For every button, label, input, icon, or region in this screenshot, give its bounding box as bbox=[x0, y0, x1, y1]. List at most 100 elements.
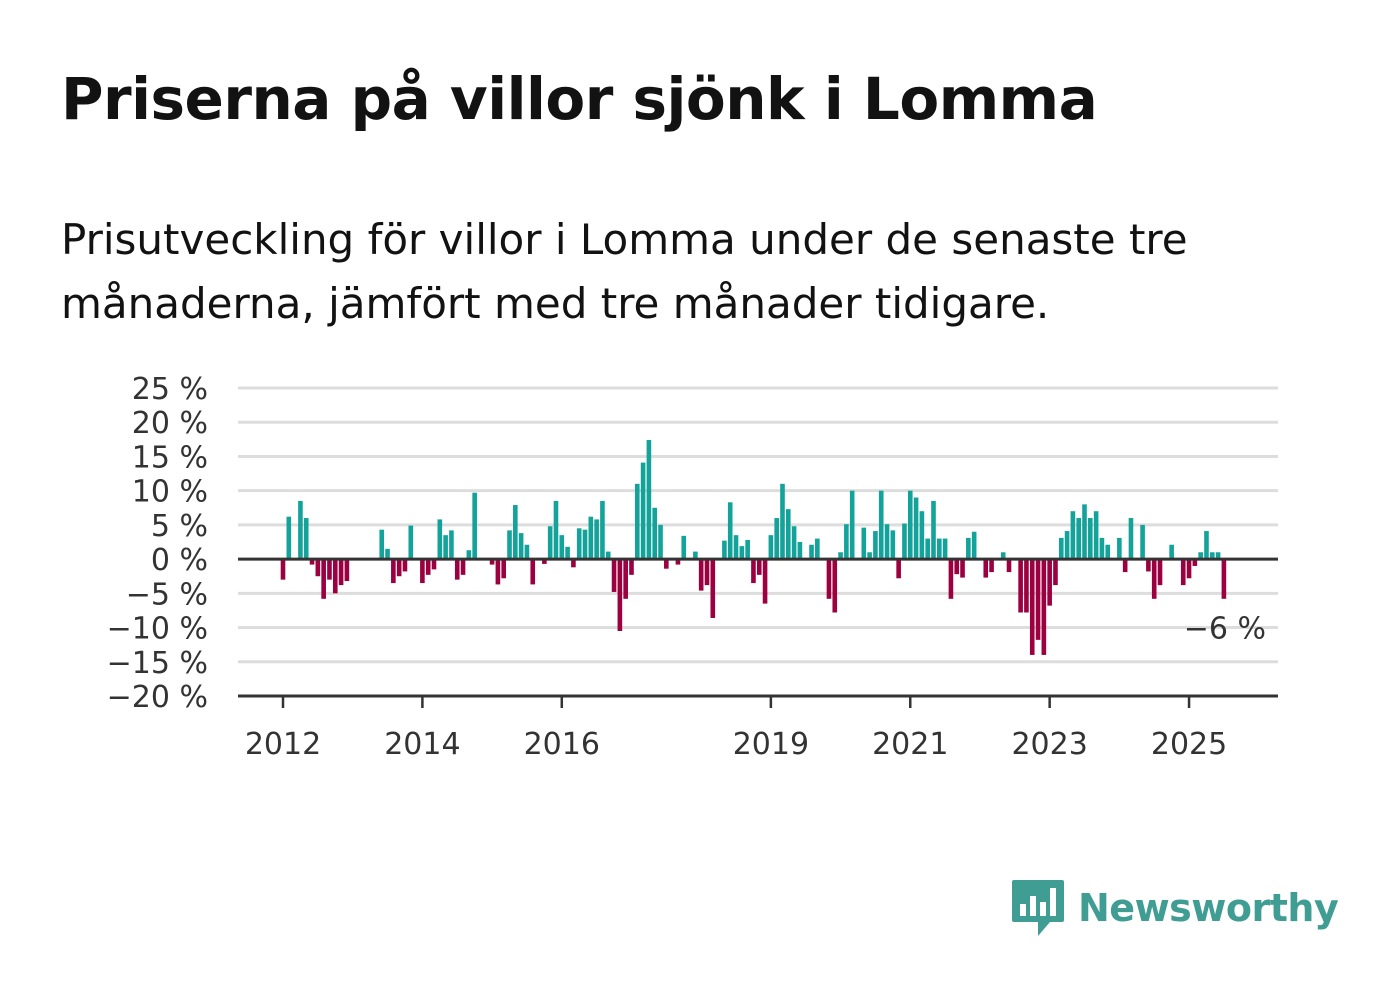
x-tick-label: 2025 bbox=[1151, 727, 1227, 762]
bar bbox=[576, 528, 582, 560]
x-tick-label: 2016 bbox=[524, 727, 600, 762]
bar bbox=[431, 559, 437, 570]
bar bbox=[983, 559, 989, 578]
bar bbox=[600, 500, 605, 560]
y-tick-label: 5 % bbox=[151, 509, 208, 544]
y-tick-label: −5 % bbox=[126, 577, 208, 612]
bar bbox=[466, 550, 472, 560]
bar bbox=[460, 559, 466, 575]
bar bbox=[646, 440, 652, 560]
bar bbox=[907, 490, 913, 560]
bar bbox=[420, 559, 425, 584]
newsworthy-logo-icon bbox=[1012, 880, 1064, 936]
bar bbox=[640, 462, 646, 560]
bar bbox=[693, 551, 698, 560]
y-tick-label: 15 % bbox=[132, 440, 208, 475]
axes: 25 %20 %15 %10 %5 %0 %−5 %−10 %−15 %−20 … bbox=[107, 372, 1278, 762]
bar bbox=[286, 516, 292, 560]
bar bbox=[315, 559, 321, 577]
bar bbox=[280, 559, 286, 580]
bar bbox=[542, 559, 547, 564]
bar bbox=[890, 530, 896, 560]
bar bbox=[1180, 559, 1186, 586]
bar bbox=[768, 535, 774, 560]
bar bbox=[385, 548, 390, 560]
bar bbox=[1099, 537, 1105, 560]
bar bbox=[309, 559, 315, 565]
bar bbox=[1204, 531, 1209, 560]
bar bbox=[931, 500, 936, 560]
bar bbox=[425, 559, 431, 575]
bar bbox=[727, 502, 733, 560]
bar bbox=[1064, 531, 1070, 560]
bar bbox=[472, 492, 477, 560]
y-tick-label: 0 % bbox=[151, 543, 208, 578]
y-tick-label: −20 % bbox=[107, 680, 208, 715]
bar bbox=[1053, 559, 1058, 586]
last-value-annotation: −6 % bbox=[1184, 612, 1266, 647]
bar bbox=[948, 559, 954, 599]
bar bbox=[658, 524, 663, 560]
bar bbox=[675, 559, 681, 565]
bars bbox=[280, 440, 1227, 655]
bar bbox=[513, 505, 518, 560]
bar bbox=[1058, 537, 1064, 560]
y-tick-label: 10 % bbox=[132, 475, 208, 510]
bar bbox=[605, 551, 611, 560]
bar bbox=[634, 483, 640, 560]
bar bbox=[1082, 504, 1087, 560]
bar bbox=[722, 540, 727, 560]
bar bbox=[913, 497, 919, 560]
bar bbox=[298, 500, 303, 560]
bar bbox=[443, 535, 448, 560]
bar bbox=[832, 559, 838, 613]
x-tick-label: 2014 bbox=[384, 727, 460, 762]
bar bbox=[449, 530, 454, 560]
bar-chart: 25 %20 %15 %10 %5 %0 %−5 %−10 %−15 %−20 … bbox=[107, 372, 1278, 762]
bar bbox=[902, 523, 907, 560]
bar bbox=[1128, 518, 1134, 560]
bar bbox=[1070, 511, 1076, 560]
bar bbox=[1221, 559, 1227, 599]
bar bbox=[838, 552, 843, 560]
bar bbox=[1047, 559, 1052, 606]
bar bbox=[745, 539, 750, 560]
bar bbox=[1000, 552, 1006, 560]
chart-subtitle: Prisutveckling för villor i Lomma under … bbox=[61, 215, 1188, 328]
bar bbox=[664, 559, 669, 569]
bar bbox=[942, 538, 948, 560]
x-tick-label: 2021 bbox=[872, 727, 948, 762]
bar bbox=[402, 559, 408, 572]
bar bbox=[321, 559, 326, 599]
bar bbox=[530, 559, 536, 585]
y-tick-label: −10 % bbox=[107, 612, 208, 647]
bar bbox=[710, 559, 716, 618]
bar bbox=[878, 490, 884, 560]
bar bbox=[919, 511, 925, 560]
bar bbox=[873, 531, 878, 560]
bar bbox=[623, 559, 628, 599]
bar bbox=[1169, 544, 1174, 560]
bar bbox=[1006, 559, 1012, 573]
bar bbox=[704, 559, 710, 586]
bar bbox=[681, 535, 687, 560]
bar bbox=[1186, 559, 1192, 579]
bar bbox=[774, 518, 779, 560]
bar bbox=[553, 500, 559, 560]
y-tick-label: 25 % bbox=[132, 372, 208, 407]
bar bbox=[495, 559, 501, 585]
bar bbox=[849, 490, 855, 560]
bar bbox=[867, 552, 872, 560]
bar bbox=[303, 518, 309, 560]
bar bbox=[565, 546, 570, 560]
bar bbox=[780, 483, 785, 560]
bar bbox=[797, 542, 803, 560]
bar bbox=[611, 559, 617, 592]
newsworthy-logo: Newsworthy bbox=[1010, 878, 1339, 938]
bar bbox=[756, 559, 762, 575]
bar bbox=[408, 525, 414, 560]
bar bbox=[1088, 518, 1093, 560]
bar bbox=[454, 559, 460, 580]
bar bbox=[524, 544, 530, 560]
bar bbox=[1198, 552, 1203, 560]
